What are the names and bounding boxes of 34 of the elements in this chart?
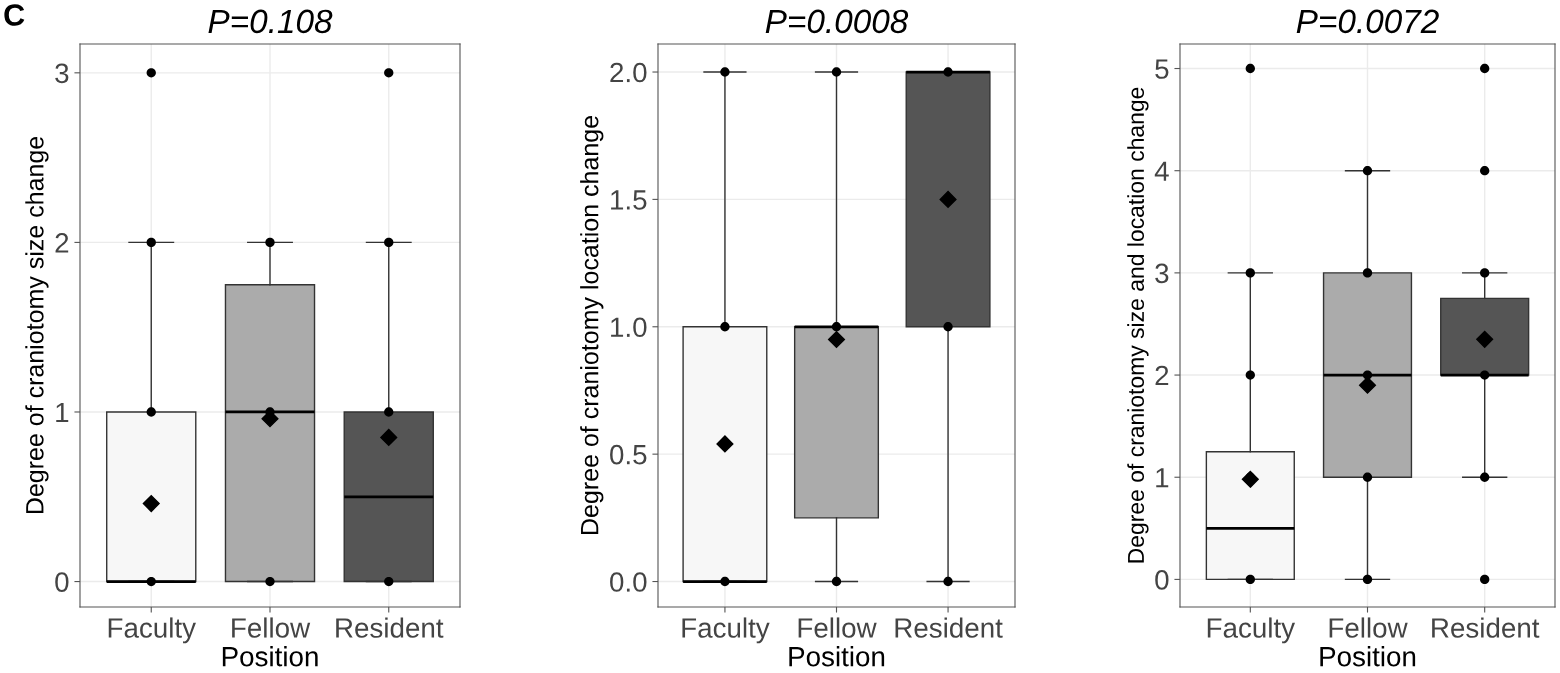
x-tick-label: Fellow bbox=[798, 617, 877, 638]
y-tick-label: 0 bbox=[1155, 570, 1169, 590]
x-tick-label: Faculty bbox=[1207, 617, 1296, 644]
y-tick-label: 2.0 bbox=[610, 62, 647, 83]
x-tick-label: Resident bbox=[336, 617, 444, 638]
y-tick-label: 1 bbox=[1156, 468, 1169, 488]
y-tick-label: 2 bbox=[1155, 365, 1169, 386]
y-tick-label: 1 bbox=[56, 402, 69, 423]
y-tick-label: 0.0 bbox=[610, 572, 647, 592]
y-tick-label: 1.5 bbox=[611, 190, 647, 210]
y-axis-title: Degree of craniotomy size change bbox=[25, 136, 49, 514]
x-tick-label: Resident bbox=[1432, 617, 1540, 638]
y-tick-label: 5 bbox=[1155, 59, 1169, 79]
y-tick-label: 3 bbox=[1155, 263, 1169, 284]
y-tick-label: 1.0 bbox=[611, 317, 647, 338]
y-tick-label: 0.5 bbox=[610, 444, 647, 465]
x-tick-label: Faculty bbox=[108, 617, 196, 644]
x-axis-title: Position bbox=[1320, 646, 1416, 667]
x-tick-label: Resident bbox=[895, 617, 1003, 638]
y-tick-label: 0 bbox=[55, 572, 69, 592]
y-tick-label: 2 bbox=[55, 233, 69, 253]
y-axis-title: Degree of craniotomy size and location change bbox=[1127, 87, 1149, 563]
x-tick-label: Faculty bbox=[682, 617, 770, 644]
y-tick-label: 3 bbox=[55, 63, 69, 84]
x-tick-label: Fellow bbox=[1329, 617, 1408, 638]
chart-title: P=0.108 bbox=[208, 9, 333, 34]
chart-title: P=0.0072 bbox=[1296, 9, 1439, 34]
x-axis-title: Position bbox=[222, 646, 318, 667]
chart-title: P=0.0008 bbox=[765, 9, 909, 34]
text: C bbox=[4, 4, 25, 26]
x-tick-label: Fellow bbox=[232, 617, 311, 638]
x-axis-title: Position bbox=[789, 646, 885, 667]
y-tick-label: 4 bbox=[1154, 161, 1169, 181]
y-axis-title: Degree of craniotomy location change bbox=[580, 116, 604, 534]
